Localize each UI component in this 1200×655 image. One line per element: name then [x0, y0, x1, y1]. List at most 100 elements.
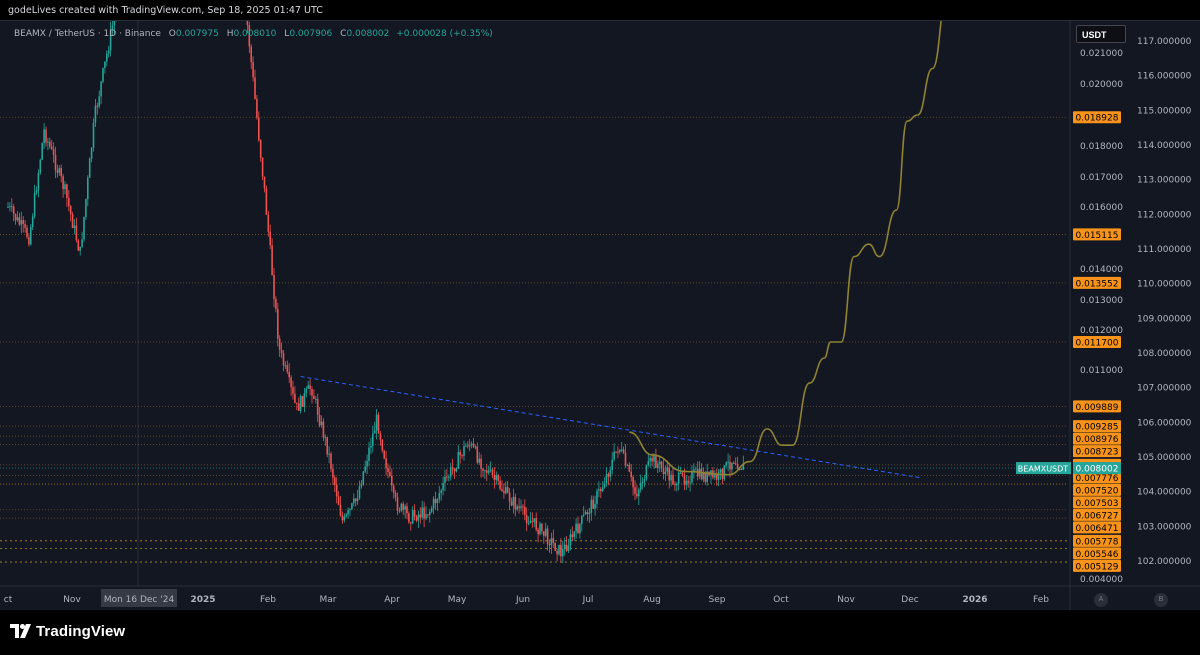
candle-body — [385, 458, 387, 469]
candle-body — [396, 497, 399, 511]
candle-body — [400, 503, 403, 511]
candle-body — [657, 463, 659, 468]
right-axis-labels: 117.000000 116.000000 115.000000 114.000000… — [1137, 37, 1192, 567]
level-label-text: 0.009889 — [1076, 403, 1119, 413]
symbol-name: BEAMX / TetherUS · 1D · Binance — [14, 29, 161, 39]
candle-body — [14, 214, 17, 221]
candle-body — [444, 476, 446, 483]
candle-body — [446, 476, 448, 478]
candle-body — [351, 503, 353, 509]
candle-body — [535, 518, 537, 530]
candle-body — [714, 473, 716, 478]
candle-body — [493, 475, 496, 480]
candle-body — [68, 198, 70, 207]
candle-body — [524, 506, 526, 516]
candle-body — [7, 206, 9, 208]
right-axis-tick-label: 113.000000 — [1137, 176, 1192, 186]
candle-body — [58, 168, 61, 173]
candle-body — [630, 471, 632, 478]
candle-body — [250, 46, 252, 62]
level-label-badge — [1073, 508, 1121, 521]
candle-body — [56, 170, 59, 173]
time-axis-label: ct — [4, 595, 13, 605]
candle-body — [330, 453, 332, 470]
candle-body — [617, 451, 619, 453]
candle-body — [472, 443, 475, 447]
candle-body — [284, 365, 287, 367]
candle-body — [256, 98, 258, 118]
candle-body — [75, 225, 78, 241]
time-axis-label: Dec — [901, 595, 918, 605]
level-label-badge — [1073, 420, 1121, 433]
tradingview-brand: TradingView — [36, 623, 126, 640]
second-scale-button[interactable]: B — [1154, 593, 1168, 607]
candle-body — [736, 464, 739, 470]
candle-body — [573, 531, 575, 538]
candle-body — [544, 528, 547, 536]
candle-body — [275, 298, 277, 309]
candle-body — [729, 461, 731, 470]
candle-body — [258, 117, 260, 141]
candle-body — [522, 506, 524, 508]
candles-group — [7, 21, 745, 564]
candle-body — [592, 499, 594, 509]
candle-body — [389, 471, 391, 476]
candle-body — [313, 395, 315, 400]
candle-body — [31, 216, 34, 228]
candle-body — [691, 471, 693, 483]
candle-body — [37, 172, 40, 191]
candle-body — [392, 485, 395, 493]
time-axis-label: Nov — [63, 595, 81, 605]
time-axis-label: Oct — [773, 595, 789, 605]
candle-body — [740, 468, 743, 470]
candle-body — [537, 529, 539, 535]
candle-body — [645, 465, 648, 480]
candle-body — [546, 528, 549, 544]
currency-selector-button[interactable]: USDT — [1076, 25, 1126, 43]
candle-body — [577, 523, 579, 534]
candle-body — [491, 469, 494, 476]
candle-body — [252, 61, 254, 78]
level-label-text: 0.011700 — [1076, 339, 1119, 349]
candle-body — [497, 475, 499, 481]
candle-body — [408, 513, 410, 523]
candle-body — [628, 465, 631, 472]
level-label-text: 0.013552 — [1076, 279, 1119, 289]
candle-body — [277, 308, 279, 339]
candle-body — [579, 523, 581, 534]
candle-body — [394, 492, 397, 498]
candle-body — [60, 168, 62, 177]
candle-body — [636, 493, 638, 497]
candle-body — [335, 484, 338, 497]
candle-body — [668, 467, 670, 481]
candle-body — [476, 446, 479, 463]
candle-body — [603, 484, 606, 488]
time-axis-label: Apr — [384, 595, 400, 605]
level-label-badge — [1073, 400, 1121, 413]
candle-body — [94, 105, 97, 123]
candle-body — [47, 141, 49, 143]
time-axis-label: 2025 — [190, 595, 215, 605]
high-value: 0.008010 — [233, 29, 277, 39]
candle-body — [679, 472, 682, 474]
time-axis-label: 2026 — [962, 595, 987, 605]
candle-body — [459, 452, 461, 456]
candle-body — [254, 77, 256, 99]
candle-body — [334, 477, 336, 485]
candle-body — [727, 461, 729, 463]
candle-body — [49, 141, 51, 147]
footer-bar: TradingView — [0, 610, 1200, 655]
price-chart[interactable]: 0.021000 0.020000 0.018000 0.017000 0.016000… — [0, 21, 1200, 611]
right-axis-tick-label: 107.000000 — [1137, 384, 1192, 394]
candle-body — [11, 206, 13, 208]
left-axis-tick-label: 0.016000 — [1080, 203, 1123, 213]
candle-body — [467, 445, 469, 447]
candle-body — [341, 515, 344, 521]
auto-scale-button[interactable]: A — [1094, 593, 1108, 607]
candle-body — [436, 499, 439, 504]
candle-body — [495, 475, 498, 480]
candle-body — [41, 143, 43, 160]
candle-body — [100, 81, 102, 97]
level-label-text: 0.007520 — [1076, 486, 1119, 496]
candle-body — [413, 509, 416, 517]
